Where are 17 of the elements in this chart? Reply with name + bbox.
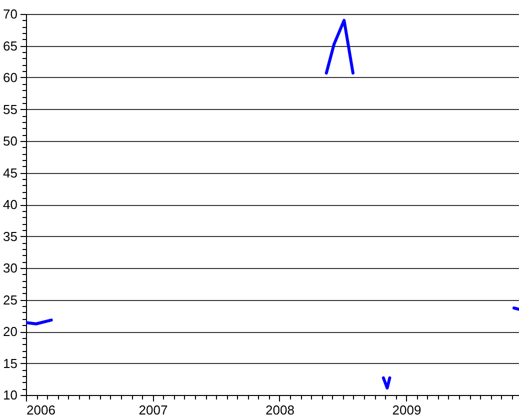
y-tick-label: 35 <box>3 228 18 244</box>
y-tick-label: 70 <box>3 6 18 22</box>
y-tick-label: 20 <box>3 324 18 339</box>
x-tick-label: 2008 <box>266 402 294 418</box>
y-tick-label: 30 <box>3 260 18 276</box>
y-tick-label: 55 <box>3 102 18 117</box>
x-tick-label: 2009 <box>392 402 422 418</box>
y-tick-label: 45 <box>3 165 18 180</box>
x-tick-label: 2007 <box>138 402 168 418</box>
y-tick-label: 65 <box>3 38 18 54</box>
y-tick-label: 15 <box>3 356 18 371</box>
x-tick-label: 2006 <box>26 402 56 418</box>
y-tick-label: 10 <box>3 388 18 402</box>
y-tick-label: 60 <box>3 70 18 85</box>
y-tick-label: 40 <box>3 197 18 212</box>
y-tick-label: 25 <box>3 292 18 308</box>
y-tick-label: 50 <box>3 134 18 148</box>
